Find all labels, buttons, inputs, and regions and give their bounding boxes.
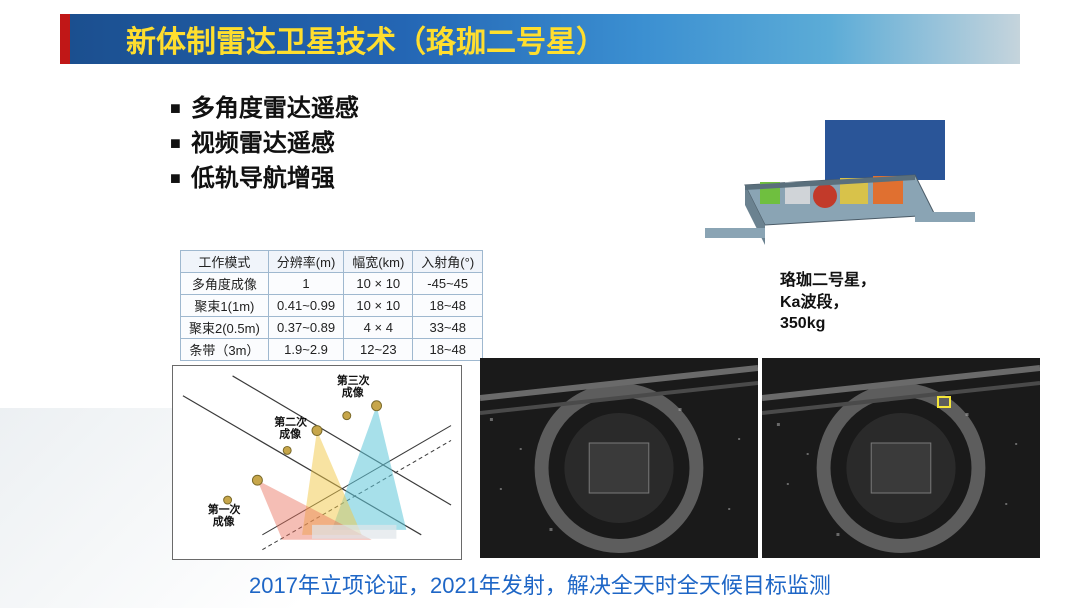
table-row: 聚束1(1m)0.41~0.9910 × 1018~48 (181, 295, 483, 317)
sar-image-left (480, 358, 758, 558)
svg-text:第二次: 第二次 (274, 415, 307, 429)
sar-image-pair (480, 358, 1040, 558)
title-bar: 新体制雷达卫星技术（珞珈二号星） (60, 14, 1020, 64)
table-row: 条带（3m）1.9~2.912~2318~48 (181, 339, 483, 361)
satellite-illustration (685, 110, 975, 260)
svg-text:成像: 成像 (279, 426, 301, 440)
footer-note: 2017年立项论证，2021年发射，解决全天时全天候目标监测 (0, 568, 1080, 600)
table-row: 多角度成像110 × 10-45~45 (181, 273, 483, 295)
satellite-block: 珞珈二号星， Ka波段， 350kg (640, 110, 1020, 260)
table-header: 分辨率(m) (268, 251, 344, 273)
spec-table: 工作模式 分辨率(m) 幅宽(km) 入射角(°) 多角度成像110 × 10-… (180, 250, 483, 361)
bullet-item: 多角度雷达遥感 (170, 92, 359, 127)
svg-text:第三次: 第三次 (337, 373, 370, 387)
satellite-caption: 珞珈二号星， Ka波段， 350kg (780, 270, 876, 335)
bullet-item: 视频雷达遥感 (170, 127, 359, 162)
table-header-row: 工作模式 分辨率(m) 幅宽(km) 入射角(°) (181, 251, 483, 273)
table-header: 幅宽(km) (344, 251, 413, 273)
slide-title: 新体制雷达卫星技术（珞珈二号星） (126, 17, 606, 61)
table-header: 工作模式 (181, 251, 269, 273)
table-row: 聚束2(0.5m)0.37~0.894 × 433~48 (181, 317, 483, 339)
sar-image-right (762, 358, 1040, 558)
svg-text:第一次: 第一次 (208, 502, 241, 516)
bullet-list: 多角度雷达遥感 视频雷达遥感 低轨导航增强 (170, 92, 359, 196)
sar-target-marker (937, 396, 951, 408)
table-header: 入射角(°) (413, 251, 483, 273)
bullet-item: 低轨导航增强 (170, 162, 359, 197)
multi-angle-diagram: 第一次 成像 第二次 成像 第三次 成像 (172, 365, 462, 560)
svg-text:成像: 成像 (213, 514, 235, 528)
svg-text:成像: 成像 (342, 385, 364, 399)
